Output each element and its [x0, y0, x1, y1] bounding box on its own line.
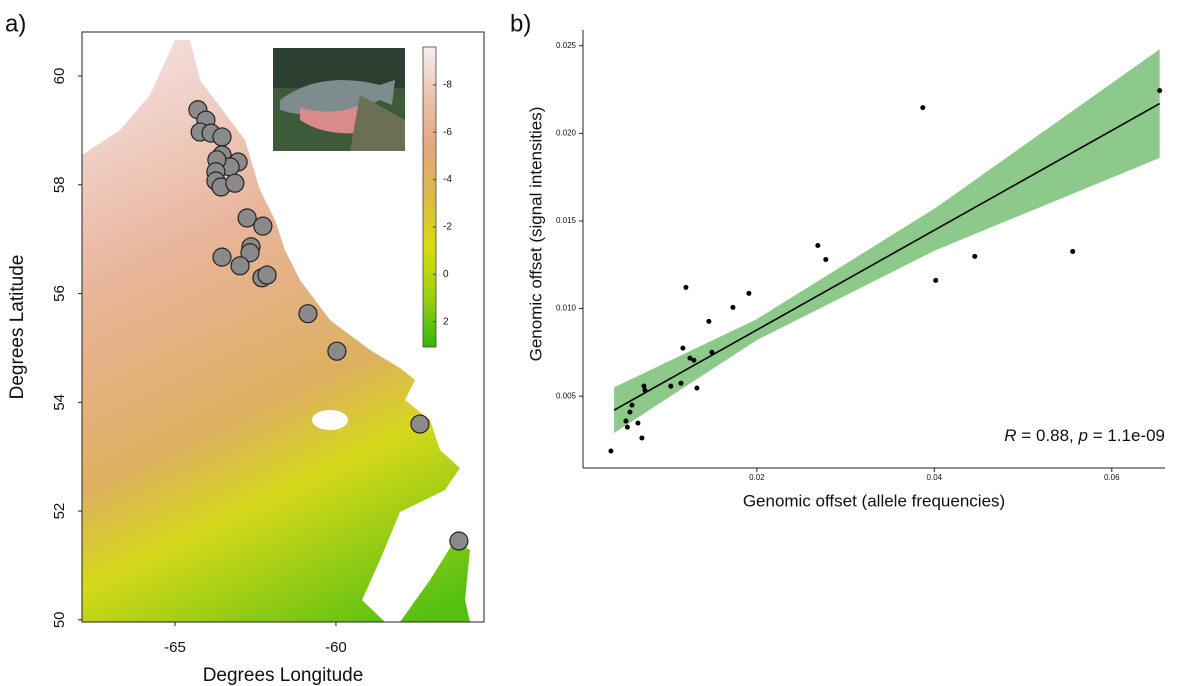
- point: [639, 435, 645, 441]
- point: [683, 284, 689, 290]
- y-tick-label: 58: [51, 176, 68, 193]
- annotation: R = 0.88, p = 1.1e-09: [1004, 426, 1165, 445]
- point: [1070, 248, 1076, 254]
- x-tick-label: -60: [325, 639, 347, 656]
- point: [627, 409, 633, 415]
- y-tick-label: 60: [51, 68, 68, 85]
- point: [933, 277, 939, 283]
- point: [730, 304, 736, 310]
- y-axis-label: Genomic offset (signal intensities): [526, 107, 545, 362]
- y-tick-label: 50: [51, 611, 68, 628]
- point: [687, 355, 693, 361]
- annotation-part: = 0.88,: [1017, 426, 1079, 445]
- point: [680, 345, 686, 351]
- x-axis-label: Degrees Longitude: [203, 665, 364, 686]
- point: [694, 385, 700, 391]
- colorbar-tick-label: -2: [443, 222, 452, 233]
- colorbar: [422, 46, 437, 348]
- panel-label: a): [5, 10, 26, 37]
- fit-line: [613, 102, 1161, 411]
- site-point: [298, 304, 318, 324]
- site-point: [410, 414, 430, 434]
- point: [641, 383, 647, 389]
- point: [823, 257, 829, 263]
- confidence-band: [614, 49, 1160, 433]
- point: [608, 448, 614, 454]
- map-land: [82, 40, 470, 622]
- plot-frame: [81, 31, 485, 623]
- site-point: [240, 243, 260, 263]
- point: [629, 402, 635, 408]
- site-point: [449, 531, 469, 551]
- point: [706, 318, 712, 324]
- colorbar-tick-label: 2: [443, 316, 449, 327]
- point: [972, 253, 978, 259]
- point: [1157, 88, 1163, 94]
- y-tick-label: 52: [51, 503, 68, 520]
- point: [815, 242, 821, 248]
- x-tick-label: 0.06: [1104, 473, 1120, 482]
- y-axis-label: Degrees Latitude: [7, 255, 28, 400]
- site-point: [225, 173, 245, 193]
- x-tick-label: 0.02: [749, 473, 765, 482]
- annotation-part: p: [1078, 426, 1088, 445]
- point: [624, 424, 630, 430]
- y-tick-label: 54: [51, 394, 68, 411]
- point: [920, 105, 926, 111]
- y-tick-label: 0.010: [556, 304, 577, 313]
- colorbar-tick-label: 0: [443, 269, 449, 280]
- annotation-part: R: [1004, 426, 1016, 445]
- y-tick-label: 56: [51, 285, 68, 302]
- colorbar-tick-label: -6: [443, 127, 452, 138]
- colorbar-tick-label: -8: [443, 80, 452, 91]
- point: [746, 290, 752, 296]
- site-point: [230, 256, 250, 276]
- x-tick-label: -65: [164, 639, 186, 656]
- site-point: [253, 216, 273, 236]
- colorbar-tick-label: -4: [443, 174, 452, 185]
- panel-label: b): [510, 10, 531, 37]
- point: [678, 380, 684, 386]
- point: [635, 420, 641, 426]
- site-point: [212, 247, 232, 267]
- site-point: [327, 341, 347, 361]
- point: [623, 418, 629, 424]
- y-tick-label: 0.015: [556, 216, 577, 225]
- point: [668, 383, 674, 389]
- y-tick-label: 0.025: [556, 41, 577, 50]
- x-tick-label: 0.04: [927, 473, 943, 482]
- site-point: [257, 265, 277, 285]
- fish-photo: [273, 48, 405, 151]
- site-point: [212, 127, 232, 147]
- point: [691, 357, 697, 363]
- x-axis-label: Genomic offset (allele frequencies): [743, 491, 1005, 510]
- y-tick-label: 0.020: [556, 128, 577, 137]
- point: [642, 387, 648, 393]
- annotation-part: = 1.1e-09: [1088, 426, 1165, 445]
- site-point: [237, 208, 257, 228]
- point: [709, 349, 715, 355]
- y-tick-label: 0.005: [556, 391, 577, 400]
